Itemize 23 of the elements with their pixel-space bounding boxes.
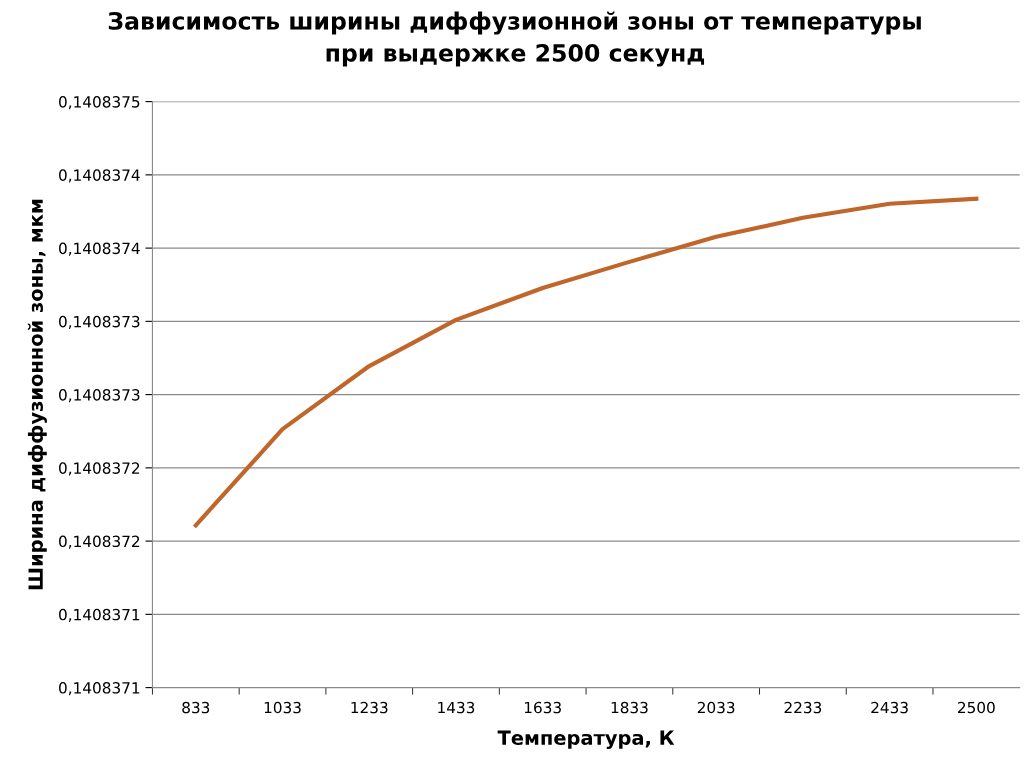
y-tick-label: 0,1408374 bbox=[59, 242, 140, 256]
y-tick-label: 0,1408373 bbox=[59, 315, 140, 329]
x-tick-label: 1033 bbox=[264, 701, 301, 714]
x-tick-label: 1833 bbox=[611, 701, 648, 714]
y-tick-label: 0,1408371 bbox=[59, 608, 140, 622]
y-tick-label: 0,1408375 bbox=[59, 96, 140, 110]
y-tick-label: 0,1408372 bbox=[59, 535, 140, 549]
x-tick-label: 1633 bbox=[524, 701, 561, 714]
x-tick-label: 2233 bbox=[784, 701, 822, 714]
y-tick-label: 0,1408374 bbox=[59, 169, 140, 183]
x-tick-label: 2433 bbox=[871, 701, 908, 714]
x-tick-label: 833 bbox=[182, 701, 210, 714]
x-tick-label: 2500 bbox=[958, 701, 995, 714]
y-axis-title: Ширина диффузионной зоны, мкм bbox=[27, 199, 47, 590]
x-tick-label: 2033 bbox=[697, 701, 735, 714]
x-axis-title: Температура, К bbox=[497, 730, 675, 749]
y-tick-label: 0,1408372 bbox=[59, 462, 140, 476]
y-tick-label: 0,1408373 bbox=[59, 389, 140, 403]
x-tick-label: 1433 bbox=[438, 701, 475, 714]
line-series bbox=[193, 196, 979, 528]
y-tick-label: 0,1408371 bbox=[59, 682, 140, 696]
chart-title: Зависимость ширины диффузионной зоны от температуры при выдержке 2500 секунд bbox=[108, 11, 921, 67]
x-tick-label: 1233 bbox=[351, 701, 388, 714]
